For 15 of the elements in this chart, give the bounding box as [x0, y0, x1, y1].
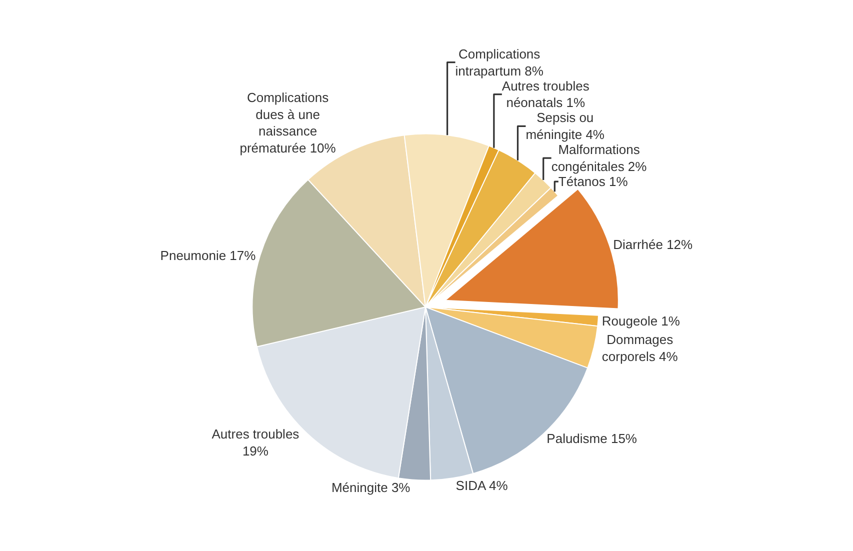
- slice-label: SIDA 4%: [456, 478, 508, 493]
- slice-label: Dommages corporels 4%: [602, 332, 678, 364]
- slice-label: Autres troubles néonatals 1%: [502, 78, 590, 110]
- slice-label: Complications intrapartum 8%: [455, 46, 544, 78]
- slice-label: Autres troubles: [212, 426, 300, 442]
- data-label: 19%: [242, 443, 269, 458]
- slice-label: Paludisme 15%: [546, 430, 638, 446]
- slice-label: Rougeole 1%: [602, 313, 680, 328]
- slice-label: Complications dues à une naissance prématurée 10%: [240, 90, 336, 156]
- slice-label: Pneumonie 17%: [160, 248, 256, 264]
- slice-label: Tétanos 1%: [558, 174, 628, 190]
- slice-label: Diarrhée 12%: [613, 236, 694, 252]
- slice-label: Malformations congénitales 2%: [551, 142, 648, 174]
- slice-label: Méningite 3%: [331, 480, 411, 495]
- slice-label: Sepsis ou méningite 4%: [526, 110, 605, 142]
